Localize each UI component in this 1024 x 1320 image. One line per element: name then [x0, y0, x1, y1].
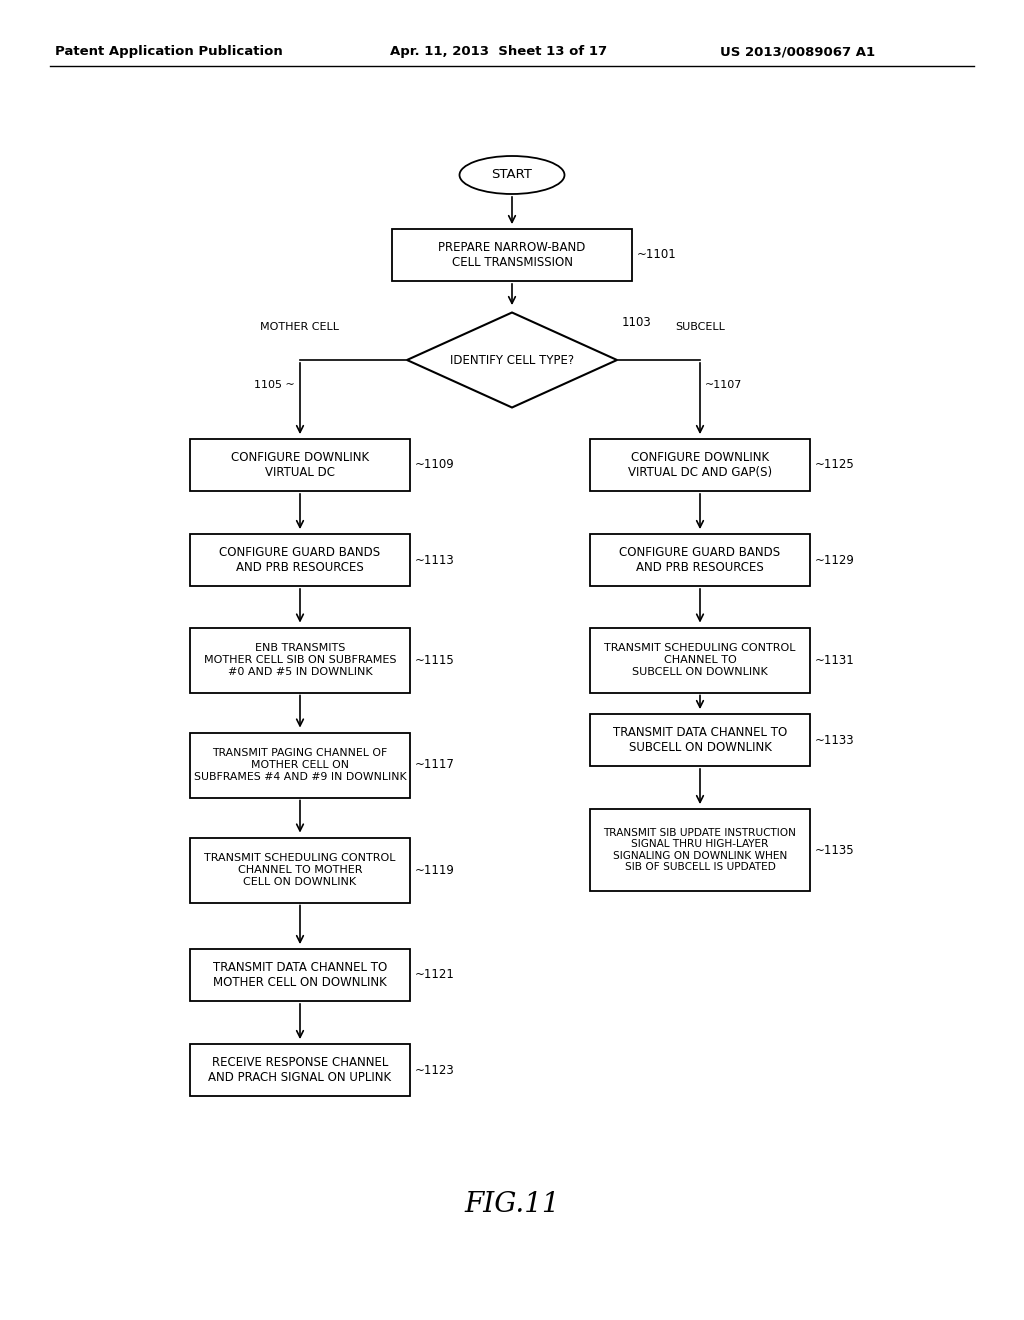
Text: ~1101: ~1101	[637, 248, 677, 261]
Text: US 2013/0089067 A1: US 2013/0089067 A1	[720, 45, 876, 58]
Text: ~1115: ~1115	[415, 653, 455, 667]
FancyBboxPatch shape	[190, 949, 410, 1001]
Text: ~1123: ~1123	[415, 1064, 455, 1077]
Text: RECEIVE RESPONSE CHANNEL
AND PRACH SIGNAL ON UPLINK: RECEIVE RESPONSE CHANNEL AND PRACH SIGNA…	[209, 1056, 391, 1084]
Text: PREPARE NARROW-BAND
CELL TRANSMISSION: PREPARE NARROW-BAND CELL TRANSMISSION	[438, 242, 586, 269]
FancyBboxPatch shape	[590, 627, 810, 693]
Text: CONFIGURE GUARD BANDS
AND PRB RESOURCES: CONFIGURE GUARD BANDS AND PRB RESOURCES	[620, 546, 780, 574]
FancyBboxPatch shape	[190, 535, 410, 586]
Text: ~1129: ~1129	[815, 553, 855, 566]
FancyBboxPatch shape	[590, 714, 810, 766]
Text: CONFIGURE DOWNLINK
VIRTUAL DC AND GAP(S): CONFIGURE DOWNLINK VIRTUAL DC AND GAP(S)	[628, 451, 772, 479]
Text: Patent Application Publication: Patent Application Publication	[55, 45, 283, 58]
Text: TRANSMIT DATA CHANNEL TO
MOTHER CELL ON DOWNLINK: TRANSMIT DATA CHANNEL TO MOTHER CELL ON …	[213, 961, 387, 989]
Text: TRANSMIT SCHEDULING CONTROL
CHANNEL TO MOTHER
CELL ON DOWNLINK: TRANSMIT SCHEDULING CONTROL CHANNEL TO M…	[204, 854, 395, 887]
FancyBboxPatch shape	[190, 627, 410, 693]
Text: CONFIGURE GUARD BANDS
AND PRB RESOURCES: CONFIGURE GUARD BANDS AND PRB RESOURCES	[219, 546, 381, 574]
Text: ~1121: ~1121	[415, 969, 455, 982]
Text: START: START	[492, 169, 532, 181]
Text: ENB TRANSMITS
MOTHER CELL SIB ON SUBFRAMES
#0 AND #5 IN DOWNLINK: ENB TRANSMITS MOTHER CELL SIB ON SUBFRAM…	[204, 643, 396, 677]
Polygon shape	[407, 313, 617, 408]
Text: ~1133: ~1133	[815, 734, 855, 747]
FancyBboxPatch shape	[590, 809, 810, 891]
Text: CONFIGURE DOWNLINK
VIRTUAL DC: CONFIGURE DOWNLINK VIRTUAL DC	[231, 451, 369, 479]
Text: ~1113: ~1113	[415, 553, 455, 566]
Text: MOTHER CELL: MOTHER CELL	[260, 322, 340, 333]
Text: TRANSMIT SCHEDULING CONTROL
CHANNEL TO
SUBCELL ON DOWNLINK: TRANSMIT SCHEDULING CONTROL CHANNEL TO S…	[604, 643, 796, 677]
Text: TRANSMIT PAGING CHANNEL OF
MOTHER CELL ON
SUBFRAMES #4 AND #9 IN DOWNLINK: TRANSMIT PAGING CHANNEL OF MOTHER CELL O…	[194, 748, 407, 781]
Text: IDENTIFY CELL TYPE?: IDENTIFY CELL TYPE?	[450, 354, 574, 367]
Text: ~1117: ~1117	[415, 759, 455, 771]
Text: ~1109: ~1109	[415, 458, 455, 471]
Text: TRANSMIT DATA CHANNEL TO
SUBCELL ON DOWNLINK: TRANSMIT DATA CHANNEL TO SUBCELL ON DOWN…	[613, 726, 787, 754]
Text: ~1125: ~1125	[815, 458, 855, 471]
FancyBboxPatch shape	[590, 440, 810, 491]
Text: ~1107: ~1107	[705, 380, 742, 389]
Text: TRANSMIT SIB UPDATE INSTRUCTION
SIGNAL THRU HIGH-LAYER
SIGNALING ON DOWNLINK WHE: TRANSMIT SIB UPDATE INSTRUCTION SIGNAL T…	[603, 828, 797, 873]
Text: SUBCELL: SUBCELL	[675, 322, 725, 333]
Text: ~1135: ~1135	[815, 843, 855, 857]
FancyBboxPatch shape	[590, 535, 810, 586]
Text: Apr. 11, 2013  Sheet 13 of 17: Apr. 11, 2013 Sheet 13 of 17	[390, 45, 607, 58]
Text: ~1119: ~1119	[415, 863, 455, 876]
FancyBboxPatch shape	[392, 228, 632, 281]
Text: FIG.11: FIG.11	[464, 1192, 560, 1218]
FancyBboxPatch shape	[190, 837, 410, 903]
Text: 1105 ~: 1105 ~	[254, 380, 295, 389]
FancyBboxPatch shape	[190, 1044, 410, 1096]
Text: ~1131: ~1131	[815, 653, 855, 667]
Ellipse shape	[460, 156, 564, 194]
FancyBboxPatch shape	[190, 440, 410, 491]
FancyBboxPatch shape	[190, 733, 410, 797]
Text: 1103: 1103	[622, 315, 651, 329]
